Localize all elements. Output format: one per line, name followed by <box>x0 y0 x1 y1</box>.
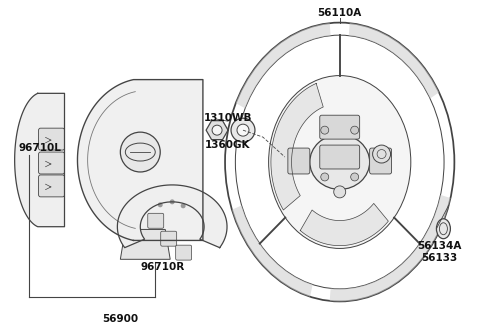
Text: 56900: 56900 <box>102 314 138 324</box>
Circle shape <box>231 118 255 142</box>
Circle shape <box>212 125 222 135</box>
Circle shape <box>351 126 359 134</box>
Circle shape <box>170 199 175 204</box>
Polygon shape <box>118 185 227 248</box>
Circle shape <box>351 173 359 181</box>
FancyBboxPatch shape <box>176 245 192 260</box>
FancyBboxPatch shape <box>161 231 177 246</box>
FancyBboxPatch shape <box>38 175 64 197</box>
Ellipse shape <box>269 76 411 248</box>
Polygon shape <box>232 205 312 297</box>
FancyBboxPatch shape <box>288 148 310 174</box>
Circle shape <box>120 132 160 172</box>
Ellipse shape <box>310 135 370 189</box>
Text: 96710L: 96710L <box>19 143 61 153</box>
Polygon shape <box>330 195 450 301</box>
Circle shape <box>321 173 329 181</box>
FancyBboxPatch shape <box>320 115 360 139</box>
Text: 1360GK: 1360GK <box>205 140 251 150</box>
Ellipse shape <box>436 219 450 239</box>
Polygon shape <box>120 229 170 259</box>
Text: 56133: 56133 <box>421 252 457 263</box>
Text: 56110A: 56110A <box>318 8 362 17</box>
FancyBboxPatch shape <box>148 213 164 228</box>
FancyBboxPatch shape <box>38 152 64 174</box>
Circle shape <box>158 202 163 207</box>
FancyBboxPatch shape <box>320 145 360 169</box>
Polygon shape <box>236 23 331 108</box>
Circle shape <box>321 126 329 134</box>
Text: 1310WB: 1310WB <box>204 113 252 123</box>
Polygon shape <box>271 83 323 210</box>
Circle shape <box>334 186 346 198</box>
Polygon shape <box>77 80 203 241</box>
Polygon shape <box>300 203 388 246</box>
FancyBboxPatch shape <box>38 128 64 150</box>
Polygon shape <box>206 121 228 140</box>
Polygon shape <box>15 93 64 227</box>
Circle shape <box>372 145 391 163</box>
Text: 96710R: 96710R <box>140 262 184 272</box>
Circle shape <box>237 124 249 136</box>
Polygon shape <box>349 23 439 99</box>
Text: 56134A: 56134A <box>417 241 462 251</box>
Circle shape <box>180 203 186 208</box>
FancyBboxPatch shape <box>370 148 392 174</box>
